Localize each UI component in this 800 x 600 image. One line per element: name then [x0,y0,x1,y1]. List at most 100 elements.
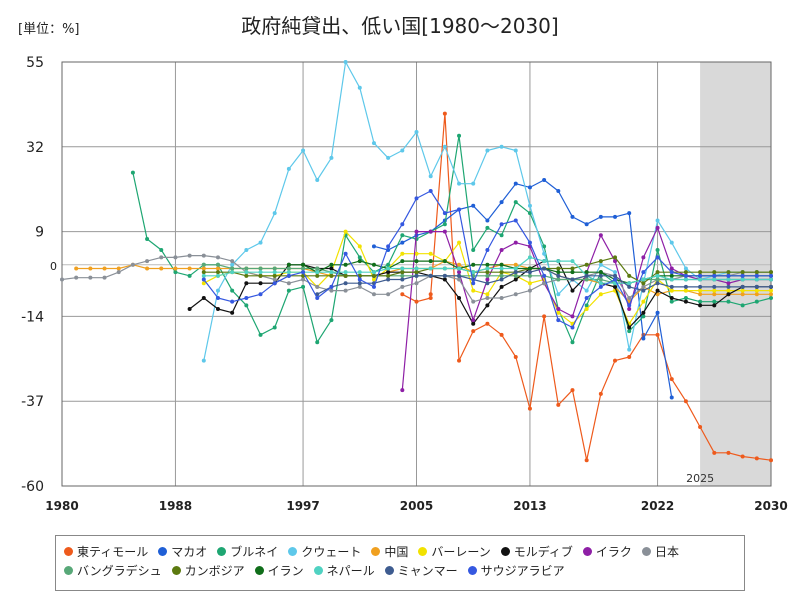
data-point [145,259,150,264]
data-point [315,284,320,289]
data-point [371,262,376,267]
data-point [215,295,220,300]
data-point [442,229,447,234]
data-point [627,329,632,334]
data-point [315,270,320,275]
data-point [669,377,674,382]
data-point [386,270,391,275]
data-point [584,273,589,278]
data-point [471,181,476,186]
data-point [712,288,717,293]
data-point [159,255,164,260]
data-point [230,310,235,315]
data-point [145,266,150,271]
data-point [471,248,476,253]
data-point [740,303,745,308]
data-point [386,277,391,282]
data-point [669,270,674,275]
data-point [272,273,277,278]
data-point [442,259,447,264]
y-tick-label: 9 [35,225,44,241]
data-point [584,262,589,267]
legend-item: マカオ [158,542,207,561]
series-line [189,260,771,329]
data-point [414,266,419,271]
data-point [527,240,532,245]
legend-marker [582,547,592,556]
data-point [414,229,419,234]
data-point [669,395,674,400]
data-point [258,266,263,271]
data-point [400,284,405,289]
data-point [457,266,462,271]
data-point [513,240,518,245]
data-point [570,314,575,319]
data-point [329,262,334,267]
legend-label: カンボジア [184,564,245,578]
data-point [556,273,561,278]
data-point [471,270,476,275]
data-point [116,266,121,271]
series-0 [400,111,773,463]
data-point [457,358,462,363]
data-point [556,259,561,264]
data-point [343,262,348,267]
data-point [499,295,504,300]
data-point [400,270,405,275]
data-point [598,270,603,275]
data-point [329,266,334,271]
data-point [655,273,660,278]
data-point [457,273,462,278]
data-point [556,270,561,275]
data-point [230,259,235,264]
data-point [343,288,348,293]
data-point [244,248,249,253]
data-point [230,299,235,304]
data-point [556,277,561,282]
data-point [400,222,405,227]
data-point [357,259,362,264]
data-point [244,281,249,286]
forecast-label: 2025 [686,472,714,485]
legend-item: イラク [582,542,632,561]
data-point [215,255,220,260]
data-point [343,251,348,256]
data-point [584,222,589,227]
data-point [244,270,249,275]
data-point [499,222,504,227]
data-point [641,314,646,319]
data-point [740,292,745,297]
data-point [556,310,561,315]
x-tick-label: 2005 [400,499,433,513]
data-point [712,284,717,289]
data-point [627,273,632,278]
data-point [641,288,646,293]
data-point [754,277,759,282]
data-point [116,270,121,275]
data-point [442,266,447,271]
data-point [400,266,405,271]
data-point [556,402,561,407]
legend: 東ティモール マカオ ブルネイ クウェート 中国 バーレーン モルディブ イラク 日本 バングラデ… [55,535,745,591]
legend-marker [384,566,394,575]
data-point [556,318,561,323]
data-point [769,458,773,463]
data-point [754,284,759,289]
data-point [527,273,532,278]
data-point [499,273,504,278]
data-point [329,270,334,275]
data-point [428,251,433,256]
legend-item: バングラデシュ [64,561,162,580]
x-tick-label: 2022 [641,499,674,513]
data-point [386,273,391,278]
line-chart: 2025 1980 1988 1997 2005 2013 2022 2030 55 32 9 0 -… [21,55,788,513]
data-point [386,266,391,271]
data-point [442,222,447,227]
data-point [655,218,660,223]
data-point [258,240,263,245]
data-point [400,388,405,393]
series-line [373,179,673,398]
data-point [201,253,206,258]
data-point [613,214,618,219]
data-point [414,251,419,256]
